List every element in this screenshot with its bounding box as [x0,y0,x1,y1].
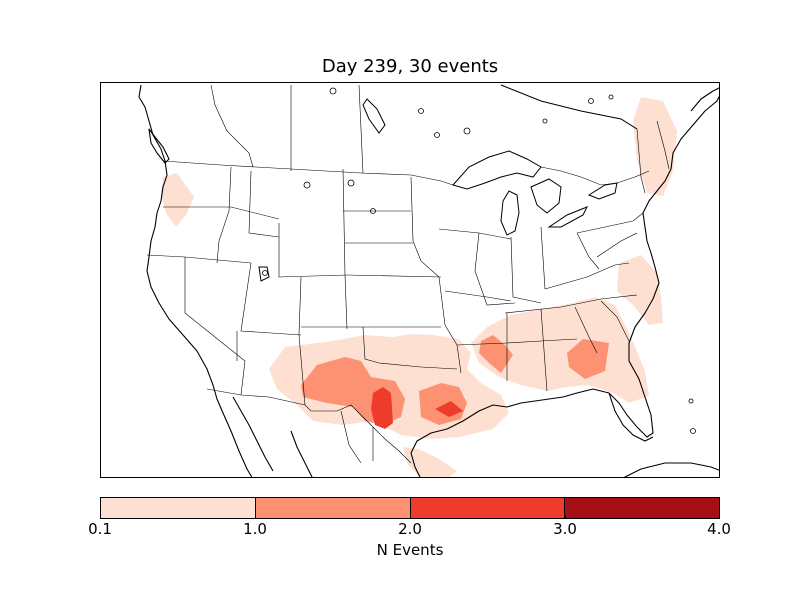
colorbar-tick-mark [255,515,256,519]
density-core-central-texas [419,383,467,425]
nova-scotia [690,87,719,112]
great-lakes [258,84,638,282]
colorbar-tick-label: 2.0 [398,520,422,538]
northern-lakes [262,87,696,434]
map-canvas [138,84,719,477]
density-level-3 [371,387,463,429]
density-core-arkansas [479,335,513,373]
colorbar-tick-label: 4.0 [707,520,731,538]
colorbar-tick-mark [565,515,566,519]
pacific-coastline [138,84,253,477]
colorbar-tick-label: 0.1 [88,520,112,538]
colorbar-segment-1 [101,498,255,518]
florida-coastline [608,392,654,442]
lake-erie [547,206,589,228]
baja-coastline [232,396,274,472]
state-boundaries [146,84,670,464]
cuba-coastline [623,462,719,477]
density-peak-central-texas [435,401,463,417]
density-region-carolinas [617,255,663,325]
density-peak-west-texas [371,387,393,429]
lake-ontario [587,182,618,200]
hudson-bay-edge [500,84,638,130]
us-canada-border [162,160,650,186]
colorbar-tick-label: 3.0 [553,520,577,538]
colorbar-label: N Events [376,541,444,559]
density-level-1 [161,97,677,477]
great-salt-lake [258,266,270,282]
coastlines [138,84,719,477]
colorbar-tick-mark [410,515,411,519]
gulf-coastline [410,360,654,477]
lake-huron [530,178,562,214]
density-region-southeast [471,297,649,403]
colorbar-tick-mark [719,515,720,519]
lake-michigan [500,190,520,236]
colorbar-tick-label: 1.0 [243,520,267,538]
us-mexico-border [206,388,412,464]
density-region-northeast [633,97,677,196]
map-panel [100,82,720,478]
mexico-west-coast [290,430,313,477]
lake-superior [452,150,542,190]
density-region-northwest [161,173,194,227]
colorbar-segment-4 [564,498,719,518]
density-core-georgia [567,339,609,379]
colorbar-segment-2 [254,498,410,518]
colorbar-segment-3 [409,498,565,518]
figure-title: Day 239, 30 events [321,56,499,77]
lake-winnipeg [362,98,386,134]
colorbar-tick-mark [100,515,101,519]
